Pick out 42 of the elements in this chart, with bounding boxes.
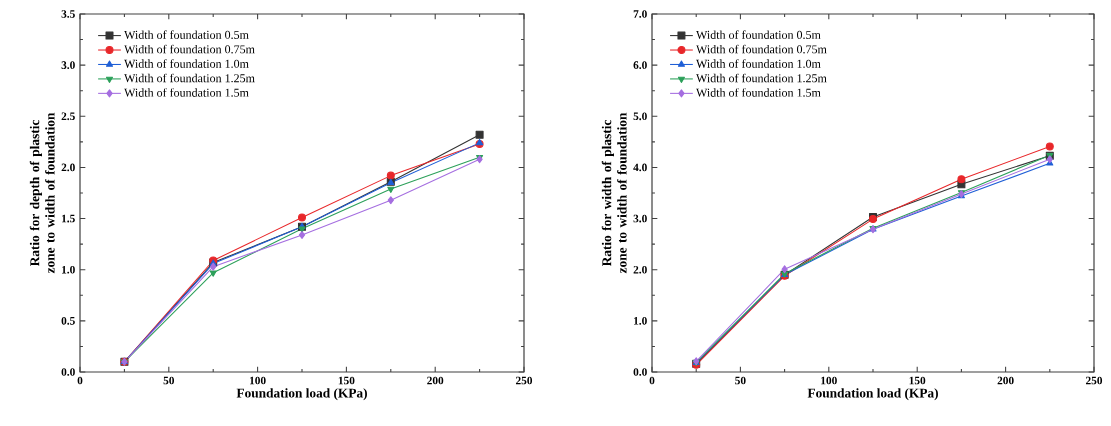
x-tick-label: 100	[250, 376, 266, 385]
y-tick-label: 4.0	[633, 163, 647, 172]
legend-label: Width of foundation 1.5m	[696, 88, 821, 97]
y-tick-label: 6.0	[633, 61, 647, 70]
x-tick-label: 0	[77, 376, 83, 385]
legend-label: Width of foundation 1.0m	[124, 59, 249, 68]
y-tick-label: 0.0	[61, 368, 75, 376]
legend-label: Width of foundation 0.75m	[696, 44, 827, 54]
y-tick-label: 2.0	[61, 163, 75, 172]
x-tick-label: 100	[821, 376, 837, 385]
y-tick-label: 0.5	[61, 317, 75, 325]
legend-label: Width of foundation 1.25m	[696, 73, 827, 83]
y-tick-label: 7.0	[633, 10, 647, 18]
x-tick-label: 150	[909, 376, 926, 385]
y-tick-label: 1.0	[62, 265, 75, 274]
x-axis-title: Foundation load (KPa)	[236, 388, 367, 401]
x-tick-label: 0	[649, 376, 655, 385]
y-tick-label: 0.0	[633, 368, 647, 376]
y-tick-label: 3.5	[61, 10, 75, 18]
y-tick-label: 5.0	[633, 112, 647, 121]
legend-label: Width of foundation 1.0m	[696, 59, 821, 68]
legend-label: Width of foundation 0.75m	[124, 44, 255, 54]
y-tick-label: 3.0	[633, 214, 647, 223]
x-tick-label: 200	[427, 376, 444, 385]
y-axis-title: Ratio for depth of plastic zone to width of foundation	[29, 112, 55, 274]
legend-label: Width of foundation 0.5m	[124, 30, 249, 39]
x-tick-label: 50	[163, 376, 175, 385]
x-tick-label: 200	[997, 376, 1014, 385]
legend-label: Width of foundation 1.25m	[124, 73, 255, 83]
legend-label: Width of foundation 1.5m	[124, 88, 249, 97]
y-tick-label: 3.0	[61, 61, 75, 69]
x-axis-title: Foundation load (KPa)	[807, 388, 938, 401]
y-tick-label: 2.0	[633, 265, 647, 274]
y-tick-label: 1.5	[62, 214, 75, 223]
x-tick-label: 50	[735, 376, 746, 385]
legend-label: Width of foundation 0.5m	[696, 30, 821, 39]
y-tick-label: 1.0	[634, 317, 647, 325]
x-tick-label: 150	[338, 376, 355, 385]
y-axis-title: Ratio for width of plastic zone to width of foundation	[601, 112, 627, 274]
x-tick-label: 250	[1085, 376, 1103, 385]
x-tick-label: 250	[515, 376, 533, 385]
y-tick-label: 2.5	[61, 112, 75, 121]
